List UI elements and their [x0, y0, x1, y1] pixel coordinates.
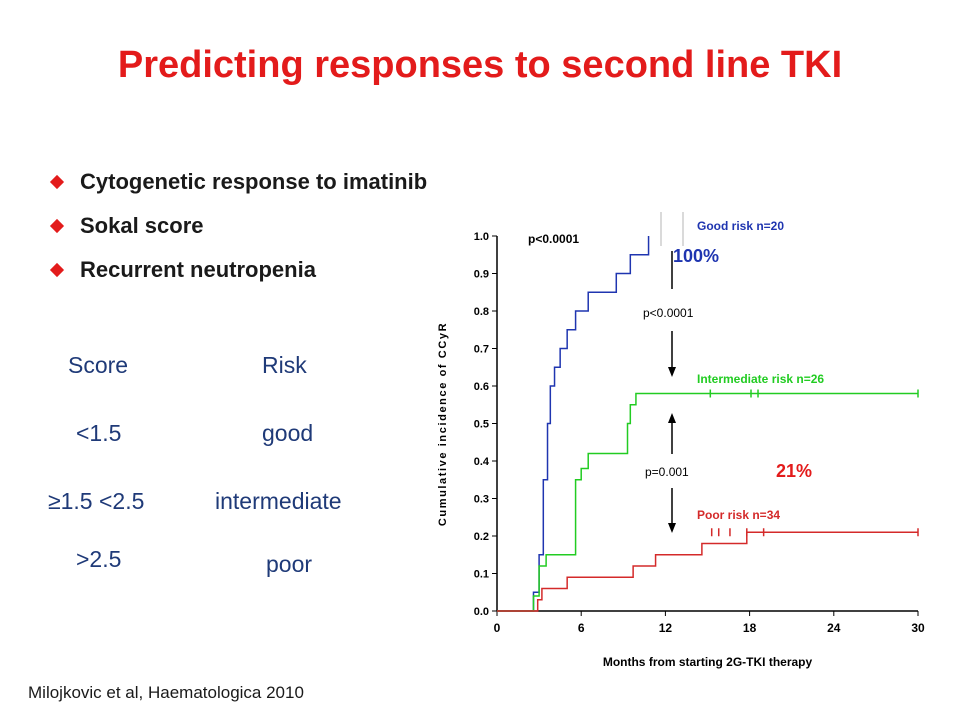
y-tick-label: 0.1	[474, 569, 489, 581]
series-line	[497, 531, 918, 612]
risk-cell: intermediate	[215, 488, 342, 514]
arrow-head-up-icon	[668, 413, 676, 423]
y-tick-label: 0.3	[474, 494, 489, 506]
y-tick-label: 0.7	[474, 344, 489, 356]
y-tick-label: 0.5	[474, 419, 489, 431]
y-tick-label: 0.4	[474, 456, 490, 468]
poor-risk-percentage: 21%	[776, 461, 812, 481]
score-cell: <1.5	[76, 420, 122, 446]
y-tick-label: 0.2	[474, 531, 489, 543]
x-tick-label: 12	[659, 621, 673, 635]
arrow-head-down-icon	[668, 367, 676, 377]
risk-cell: poor	[266, 551, 313, 577]
y-tick-label: 0.9	[474, 269, 489, 281]
arrow-head-down-icon	[668, 523, 676, 533]
p-value-good-vs-intermediate: p<0.0001	[643, 306, 694, 320]
bullet-item: Recurrent neutropenia	[48, 248, 427, 292]
x-tick-label: 6	[578, 621, 585, 635]
x-tick-label: 24	[827, 621, 841, 635]
y-tick-label: 1.0	[474, 231, 489, 243]
slide-title: Predicting responses to second line TKI	[117, 44, 843, 86]
x-tick-label: 18	[743, 621, 757, 635]
bullet-list: Cytogenetic response to imatinib Sokal s…	[48, 160, 427, 292]
y-tick-label: 0.0	[474, 606, 489, 618]
score-cell: >2.5	[76, 546, 122, 572]
x-axis-label: Months from starting 2G-TKI therapy	[603, 655, 813, 669]
x-tick-label: 30	[911, 621, 925, 635]
score-header: Score	[68, 352, 129, 378]
citation: Milojkovic et al, Haematologica 2010	[28, 683, 304, 702]
risk-header: Risk	[262, 352, 307, 378]
series-label: Good risk n=20	[697, 219, 784, 233]
series-label: Poor risk n=34	[697, 508, 780, 522]
score-cell: ≥1.5 <2.5	[48, 488, 145, 514]
y-tick-label: 0.6	[474, 381, 489, 393]
p-value-overall: p<0.0001	[528, 232, 579, 246]
series-line	[497, 392, 918, 612]
series-label: Intermediate risk n=26	[697, 372, 824, 386]
bullet-item: Cytogenetic response to imatinib	[48, 160, 427, 204]
bullet-text: Recurrent neutropenia	[80, 257, 316, 282]
risk-cell: good	[262, 420, 314, 446]
p-value-intermediate-vs-poor: p=0.001	[645, 465, 689, 479]
bullet-text: Cytogenetic response to imatinib	[80, 169, 428, 194]
bullet-text: Sokal score	[80, 213, 204, 238]
y-axis-label: Cumulative incidence of CCyR	[437, 322, 449, 526]
y-tick-label: 0.8	[474, 306, 489, 318]
x-tick-label: 0	[494, 621, 501, 635]
bullet-item: Sokal score	[48, 204, 427, 248]
series-line	[497, 236, 650, 612]
good-risk-percentage: 100%	[673, 246, 719, 266]
